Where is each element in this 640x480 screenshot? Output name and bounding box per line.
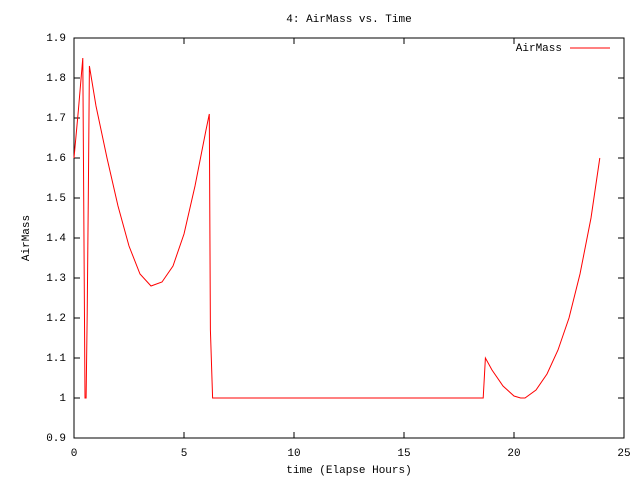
x-tick-label: 20 bbox=[507, 448, 520, 460]
x-tick-label: 25 bbox=[617, 448, 630, 460]
chart-title: 4: AirMass vs. Time bbox=[286, 14, 411, 26]
x-axis-label: time (Elapse Hours) bbox=[286, 465, 411, 477]
y-tick-label: 1.4 bbox=[46, 233, 66, 245]
y-tick-label: 1.6 bbox=[46, 153, 66, 165]
y-tick-label: 1.8 bbox=[46, 73, 66, 85]
y-tick-label: 1.5 bbox=[46, 193, 66, 205]
x-tick-label: 5 bbox=[181, 448, 188, 460]
y-tick-label: 1.3 bbox=[46, 273, 66, 285]
x-tick-label: 0 bbox=[71, 448, 78, 460]
x-tick-label: 10 bbox=[287, 448, 300, 460]
data-line bbox=[73, 57, 601, 399]
legend-label: AirMass bbox=[516, 43, 562, 55]
y-tick-label: 1 bbox=[59, 393, 66, 405]
y-tick-label: 0.9 bbox=[46, 433, 66, 445]
y-tick-label: 1.9 bbox=[46, 33, 66, 45]
y-axis-label: AirMass bbox=[21, 215, 33, 261]
x-tick-label: 15 bbox=[397, 448, 410, 460]
y-tick-label: 1.7 bbox=[46, 113, 66, 125]
y-tick-label: 1.2 bbox=[46, 313, 66, 325]
y-tick-label: 1.1 bbox=[46, 353, 66, 365]
